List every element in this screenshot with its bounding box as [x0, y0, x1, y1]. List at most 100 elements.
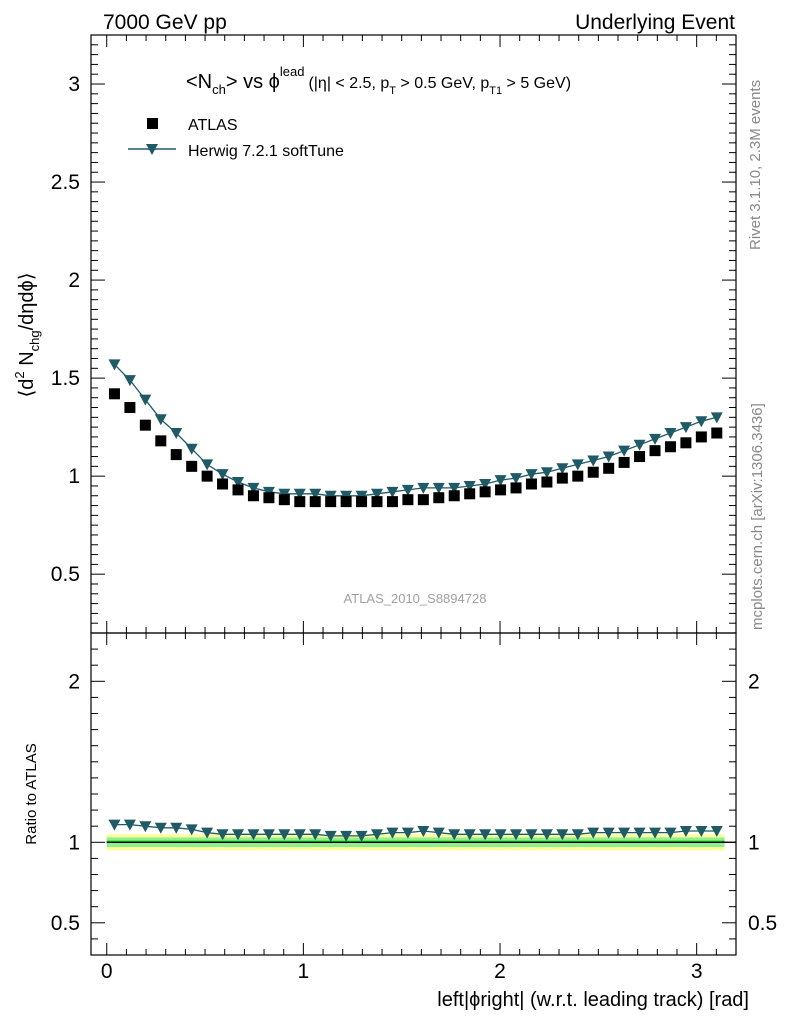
legend-marker-atlas [147, 118, 158, 129]
herwig-point [170, 428, 183, 440]
atlas-point [325, 496, 337, 508]
ratio-herwig-point [201, 827, 214, 839]
atlas-point [479, 486, 491, 498]
ylabel-b: N [16, 351, 38, 371]
atlas-point [340, 496, 352, 508]
ratio-herwig-point [649, 827, 662, 839]
herwig-point [525, 469, 538, 481]
herwig-point [633, 439, 646, 451]
herwig-point [540, 467, 553, 479]
atlas-point [278, 494, 290, 506]
herwig-point [463, 480, 476, 492]
herwig-point [602, 451, 615, 463]
atlas-point [618, 456, 630, 468]
herwig-line [114, 363, 717, 497]
herwig-point [139, 394, 152, 406]
title-detail-c: > 5 GeV) [502, 75, 571, 92]
x-tick-label: 2 [494, 960, 506, 983]
ratio-herwig-line [114, 823, 717, 837]
herwig-point [232, 477, 245, 489]
herwig-point [108, 359, 121, 371]
atlas-point [402, 494, 414, 506]
ratio-herwig-point [340, 830, 353, 842]
ratio-y-axis-title: Ratio to ATLAS [23, 743, 40, 844]
atlas-point [263, 492, 275, 504]
atlas-point [603, 462, 615, 474]
herwig-point [371, 488, 384, 500]
ratio-herwig-point [510, 829, 523, 841]
header-left: 7000 GeV pp [103, 11, 227, 34]
herwig-point [201, 459, 214, 471]
x-tick-label: 0 [101, 960, 113, 983]
title-detail-b: > 0.5 GeV, p [396, 75, 489, 92]
herwig-point [293, 488, 306, 500]
title-phi-sup: lead [280, 64, 305, 79]
ratio-series [108, 819, 723, 842]
ratio-y-tick-label: 2 [68, 670, 80, 693]
atlas-point [294, 496, 306, 508]
herwig-point [448, 482, 461, 494]
ratio-herwig-point [293, 829, 306, 841]
herwig-point [664, 428, 677, 440]
herwig-point [510, 473, 523, 485]
herwig-point [618, 445, 631, 457]
atlas-point [309, 496, 321, 508]
herwig-point [309, 488, 322, 500]
atlas-point [232, 484, 244, 496]
ratio-herwig-point [494, 829, 507, 841]
ratio-herwig-point [710, 826, 723, 838]
y-tick-label: 2 [68, 269, 80, 292]
ratio-herwig-point [185, 824, 198, 836]
herwig-point [679, 422, 692, 434]
ratio-y-tick-label-right: 0.5 [748, 912, 777, 935]
atlas-point [433, 492, 445, 504]
atlas-point [664, 441, 676, 453]
ratio-axis-ticks: 0 1 2 3 0.5 1 2 0.5 1 2 [51, 633, 777, 983]
herwig-point [494, 475, 507, 487]
ratio-y-tick-label-right: 1 [748, 831, 760, 854]
ratio-y-tick-label-right: 2 [748, 670, 760, 693]
ratio-herwig-point [587, 827, 600, 839]
header-right: Underlying Event [575, 11, 735, 34]
ratio-herwig-point [556, 829, 569, 841]
herwig-point [123, 375, 136, 387]
ratio-herwig-point [664, 827, 677, 839]
herwig-point [710, 412, 723, 424]
atlas-point [510, 482, 522, 494]
ratio-herwig-point [355, 830, 368, 842]
atlas-point [649, 445, 661, 457]
atlas-point [541, 476, 553, 488]
atlas-point [495, 484, 507, 496]
herwig-point [154, 414, 167, 426]
ratio-herwig-point [123, 819, 136, 831]
ratio-herwig-point [154, 822, 167, 834]
ratio-herwig-point [695, 826, 708, 838]
y-tick-label: 0.5 [51, 563, 80, 586]
atlas-point [139, 419, 151, 431]
x-tick-label: 1 [298, 960, 310, 983]
atlas-point [572, 470, 584, 482]
main-series [108, 359, 723, 508]
ratio-herwig-point [571, 829, 584, 841]
ratio-herwig-point [324, 830, 337, 842]
ratio-herwig-point [679, 826, 692, 838]
y-tick-label: 3 [68, 73, 80, 96]
atlas-point [356, 496, 368, 508]
atlas-point [201, 470, 213, 482]
title-detail-a: (|η| < 2.5, p [308, 75, 389, 92]
ratio-herwig-point [525, 829, 538, 841]
atlas-point [680, 437, 692, 449]
ratio-herwig-point [170, 822, 183, 834]
y-axis-title: ⟨d2 Nchg/dηdϕ⟩ [12, 272, 42, 397]
herwig-point [386, 486, 399, 498]
ratio-herwig-point [232, 829, 245, 841]
ratio-herwig-point [278, 829, 291, 841]
ylabel-sub: chg [27, 330, 42, 351]
herwig-point [247, 482, 260, 494]
atlas-point [247, 490, 259, 502]
mcplots-label: mcplots.cern.ch [arXiv:1306.3436] [749, 403, 766, 630]
ratio-herwig-point [386, 827, 399, 839]
herwig-point [479, 478, 492, 490]
ratio-herwig-point [479, 829, 492, 841]
herwig-point [401, 484, 414, 496]
